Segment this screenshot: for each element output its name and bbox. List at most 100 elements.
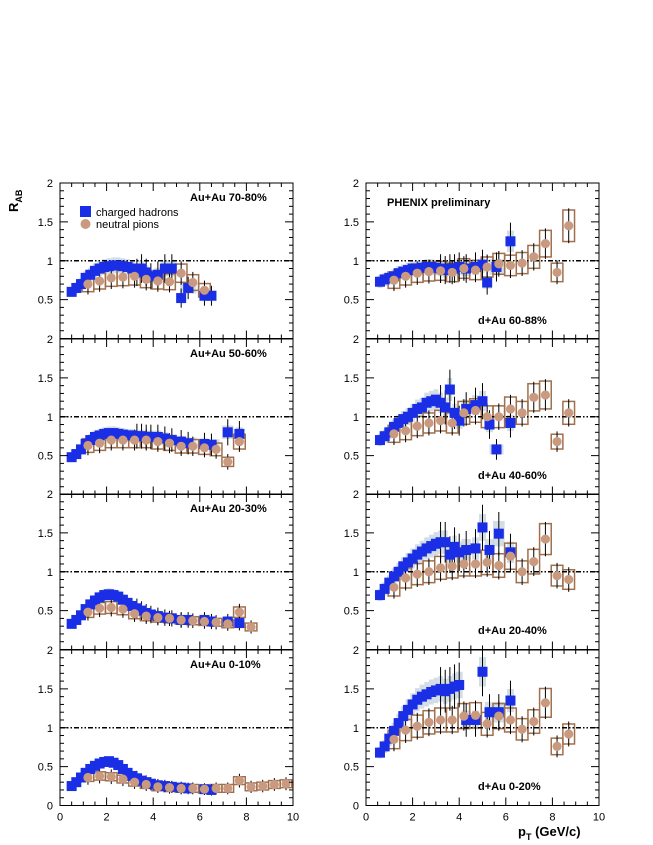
neutral-pion-point <box>401 573 411 583</box>
x-tick-label: 4 <box>456 812 462 824</box>
neutral-pion-point <box>424 567 434 577</box>
neutral-pion-point <box>153 782 163 792</box>
panel-label: Au+Au 20-30% <box>190 503 267 515</box>
panel-au-au-0-10: 0.5 1 1.5 2 00 2 4 6 8 10 Au+Au 0-10% <box>38 645 299 824</box>
neutral-pion-point <box>129 609 140 619</box>
neutral-pion-point <box>389 734 399 745</box>
y-tick-label: 0.5 <box>344 451 359 463</box>
neutral-pion-point <box>118 435 128 445</box>
charged-hadron-point <box>470 543 481 554</box>
neutral-pion-point <box>153 276 163 286</box>
charged-hadron-point <box>470 714 481 725</box>
y-tick-label: 1.5 <box>38 217 53 229</box>
charged-hadron-point <box>477 522 488 533</box>
neutral-pion-point <box>234 437 245 447</box>
y-tick-label: 2 <box>353 645 359 657</box>
y-tick-label: 1 <box>353 723 359 735</box>
neutral-pion-point <box>106 772 116 782</box>
y-axis-title-sub: AB <box>14 189 24 202</box>
charged-hadron-point <box>75 444 86 455</box>
charged-hadron-point <box>374 590 385 601</box>
y-axis-title-main: R <box>6 202 21 212</box>
charged-hadron-point <box>493 528 504 539</box>
neutral-pion-point <box>470 265 481 275</box>
neutral-pion-point <box>118 272 128 282</box>
charged-hadron-point <box>454 547 465 558</box>
x-tick-label: 0 <box>57 812 63 824</box>
charged-hadron-point <box>484 419 495 430</box>
neutral-pion-point <box>188 441 198 451</box>
neutral-pion-point <box>164 783 175 793</box>
neutral-pion-point <box>552 741 562 752</box>
neutral-pion-point <box>176 783 186 793</box>
legend-marker-neutral-pions <box>80 219 91 229</box>
neutral-pion-point <box>529 557 539 567</box>
neutral-pion-point <box>199 784 210 794</box>
neutral-pion-point <box>199 616 210 627</box>
charged-hadron-point <box>477 259 488 270</box>
charged-hadron-point <box>440 402 451 413</box>
charged-hadron-point <box>477 666 488 677</box>
neutral-pion-point <box>141 274 151 285</box>
neutral-pion-point <box>505 715 516 725</box>
y-tick-label: 2 <box>47 334 53 346</box>
neutral-pion-point <box>153 437 163 447</box>
neutral-pion-point <box>95 276 105 286</box>
charged-hadron-point <box>491 444 502 455</box>
charged-hadron-point <box>440 537 451 548</box>
neutral-pion-point <box>188 616 198 626</box>
neutral-pion-point <box>494 711 504 721</box>
charged-hadron-point <box>234 618 245 629</box>
neutral-pion-point <box>401 271 411 281</box>
x-tick-label: 10 <box>287 812 299 824</box>
panel-label: d+Au 20-40% <box>478 625 547 637</box>
y-tick-label: 1 <box>47 567 53 579</box>
neutral-pion-point <box>401 725 411 735</box>
neutral-pion-point <box>176 268 186 278</box>
neutral-pion-point <box>459 559 469 569</box>
neutral-pion-point <box>470 710 481 720</box>
neutral-pion-point <box>141 779 151 790</box>
charged-hadron-point <box>454 415 465 426</box>
x-tick-label: 10 <box>593 812 605 824</box>
charged-hadron-point <box>176 293 187 304</box>
y-tick-label: 1.5 <box>38 684 53 696</box>
y-tick-label: 2 <box>353 178 359 190</box>
neutral-pion-point <box>470 559 481 569</box>
x-tick-label: 2 <box>410 812 416 824</box>
neutral-pion-point <box>389 275 399 285</box>
neutral-pion-point <box>412 569 422 579</box>
neutral-pion-point <box>435 715 446 725</box>
charged-hadron-point <box>234 428 245 439</box>
neutral-pion-point <box>129 777 140 787</box>
y-tick-label: 2 <box>47 178 53 190</box>
panel-label: d+Au 60-88% <box>478 315 547 327</box>
charged-hadron-point <box>183 438 194 449</box>
neutral-pion-point <box>529 716 539 727</box>
charged-hadron-point <box>444 549 455 560</box>
neutral-pion-point <box>95 771 105 781</box>
neutral-pion-point <box>95 438 105 448</box>
x-tick-label: 2 <box>104 812 110 824</box>
charged-hadron-point <box>145 609 156 620</box>
neutral-pion-point <box>424 267 434 277</box>
neutral-pion-point <box>164 438 175 448</box>
watermark-phenix-preliminary: PHENIX preliminary <box>387 197 491 209</box>
neutral-pion-point <box>435 416 446 426</box>
charged-hadron-point <box>454 261 465 272</box>
neutral-pion-point <box>176 615 186 625</box>
neutral-pion-point <box>412 268 422 278</box>
panel-label: Au+Au 0-10% <box>190 659 261 671</box>
neutral-pion-point <box>459 408 469 418</box>
neutral-pion-point <box>540 239 551 249</box>
charged-hadron-point <box>152 269 163 280</box>
charged-hadron-point <box>379 741 390 752</box>
neutral-pion-point <box>106 602 116 613</box>
y-tick-label: 1 <box>47 256 53 268</box>
neutral-pion-point <box>412 421 422 431</box>
neutral-pion-point <box>447 418 457 428</box>
neutral-pion-point <box>529 252 539 262</box>
neutral-pion-point <box>211 444 221 455</box>
neutral-pion-point <box>517 408 527 418</box>
